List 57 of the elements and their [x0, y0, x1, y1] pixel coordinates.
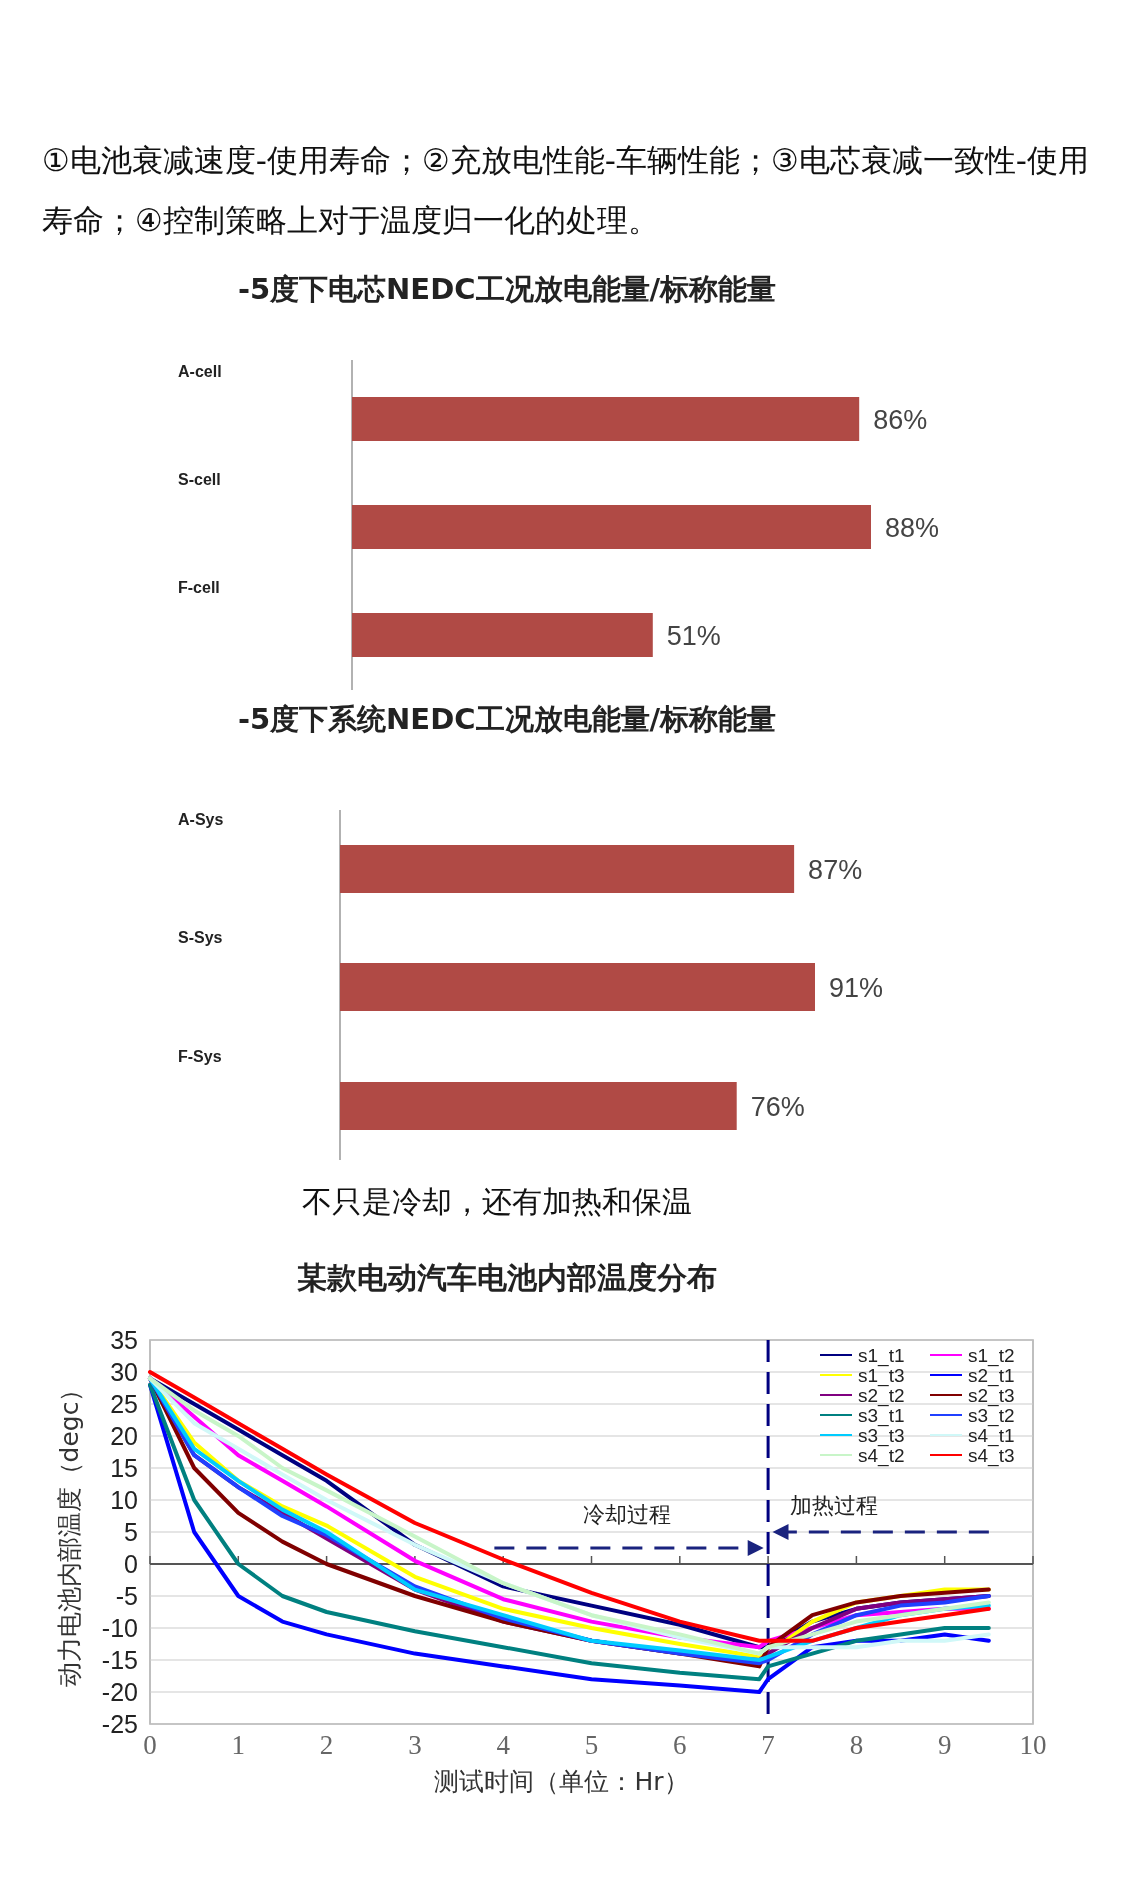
y-tick-label: 15	[110, 1454, 138, 1482]
x-tick-label: 6	[673, 1730, 687, 1760]
chart-title: 某款电动汽车电池内部温度分布	[296, 1259, 718, 1297]
data-label: 51%	[666, 621, 721, 651]
legend-label: s1_t3	[858, 1365, 905, 1387]
y-tick-label: 35	[110, 1326, 138, 1354]
y-tick-label: 10	[110, 1486, 138, 1514]
y-tick-label: 20	[110, 1422, 138, 1450]
legend-label: s2_t1	[968, 1365, 1015, 1387]
annotation: 冷却过程	[582, 1502, 671, 1528]
data-label: 86%	[873, 405, 928, 435]
x-tick-label: 5	[584, 1730, 599, 1760]
x-tick-label: 0	[143, 1730, 157, 1760]
chart-title: -5度下系统NEDC工况放电能量/标称能量	[236, 701, 778, 738]
data-label: 76%	[750, 1092, 805, 1122]
legend-label: s2_t3	[968, 1385, 1015, 1407]
legend-label: s4_t1	[968, 1425, 1015, 1447]
y-tick-label: 30	[110, 1358, 138, 1386]
x-tick-label: 8	[849, 1730, 864, 1760]
x-tick-label: 4	[496, 1730, 511, 1760]
data-label: 87%	[808, 855, 863, 885]
x-tick-label: 1	[231, 1730, 246, 1760]
y-tick-label: -5	[115, 1582, 138, 1610]
y-tick-label: 0	[124, 1550, 138, 1578]
y-tick-label: F-Sys	[178, 1048, 222, 1065]
x-tick-label: 2	[319, 1730, 334, 1760]
x-tick-label: 10	[1019, 1730, 1047, 1760]
data-label: 91%	[829, 973, 884, 1003]
legend-label: s3_t2	[968, 1405, 1015, 1427]
x-tick-label: 9	[937, 1730, 952, 1760]
x-axis-title: 测试时间（单位：Hr）	[434, 1767, 689, 1796]
legend-label: s4_t3	[968, 1445, 1015, 1467]
annotation: 加热过程	[790, 1492, 879, 1518]
chart-title: -5度下电芯NEDC工况放电能量/标称能量	[236, 271, 778, 308]
y-tick-label: A-cell	[178, 363, 222, 380]
y-tick-label: -20	[101, 1678, 138, 1706]
y-tick-label: 25	[110, 1390, 138, 1418]
text: ①电池衰减速度-使用寿命；②充放电性能-车辆性能；③电芯衰减一致性-使用寿命；④控制策略上对于温度归一化的处理。	[42, 141, 1090, 240]
y-tick-label: S-Sys	[178, 929, 223, 946]
legend-label: s1_t2	[968, 1345, 1015, 1367]
legend-label: s3_t1	[858, 1405, 905, 1427]
y-axis-title: 动力电池内部温度（degc）	[55, 1376, 84, 1688]
text: 不只是冷却，还有加热和保温	[301, 1183, 693, 1221]
y-tick-label: F-cell	[178, 579, 220, 596]
y-tick-label: 5	[124, 1518, 138, 1546]
legend-label: s3_t3	[858, 1425, 905, 1447]
y-tick-label: S-cell	[178, 471, 221, 488]
x-tick-label: 3	[408, 1730, 422, 1760]
x-tick-label: 7	[761, 1730, 775, 1760]
legend-label: s4_t2	[858, 1445, 905, 1467]
y-tick-label: -10	[101, 1614, 138, 1642]
data-label: 88%	[885, 513, 940, 543]
y-tick-label: -25	[101, 1710, 138, 1738]
legend-label: s2_t2	[858, 1385, 905, 1407]
legend-label: s1_t1	[858, 1345, 905, 1367]
y-tick-label: A-Sys	[178, 811, 224, 828]
y-tick-label: -15	[101, 1646, 138, 1674]
